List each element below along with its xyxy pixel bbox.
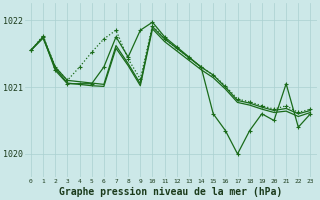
- X-axis label: Graphe pression niveau de la mer (hPa): Graphe pression niveau de la mer (hPa): [59, 186, 282, 197]
